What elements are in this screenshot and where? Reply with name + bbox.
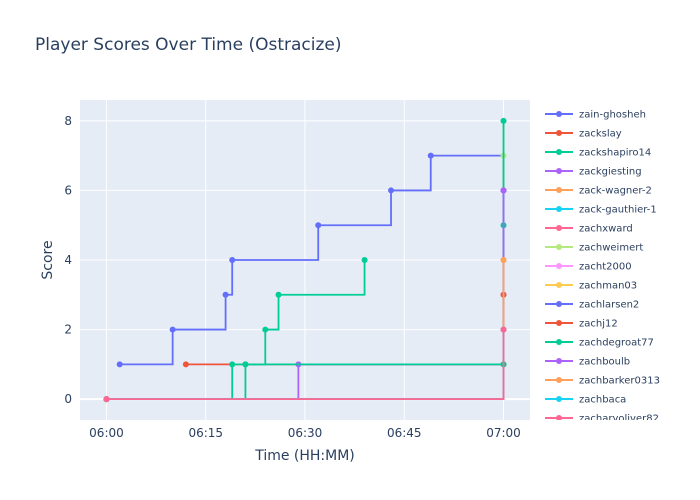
y-axis-title: Score [40,240,56,279]
legend-item[interactable]: zachman03 [545,281,637,292]
x-tick-label: 06:00 [89,426,124,440]
data-point [242,361,249,368]
series-zacharyoliver82 [103,326,507,403]
legend-item[interactable]: zackslay [545,129,622,140]
data-point [103,396,110,403]
series-layer [103,117,507,403]
legend-label: zachman03 [579,281,637,292]
legend-swatch-marker [556,225,562,231]
y-tick-label: 0 [64,392,72,406]
legend-item[interactable]: zachxward [545,224,633,235]
legend-label: zachbaca [579,395,626,406]
legend-item[interactable]: zackshapiro14 [545,148,651,159]
x-axis-title: Time (HH:MM) [254,448,355,464]
legend-item[interactable]: zachlarsen2 [545,300,639,311]
data-point [500,326,507,333]
legend-swatch-marker [556,320,562,326]
data-point [169,326,176,333]
legend-item[interactable]: zack-wagner-2 [545,186,652,197]
legend-swatch-marker [556,358,562,364]
data-point [229,257,236,263]
legend-swatch-marker [556,282,562,288]
legend-label: zacharyoliver82 [579,414,659,425]
legend-swatch-marker [556,301,562,307]
legend-item[interactable]: zachboulb [545,357,630,368]
data-point [500,117,507,124]
legend-item[interactable]: zacht2000 [545,262,632,273]
legend-label: zachboulb [579,357,630,368]
legend-swatch-marker [556,130,562,136]
data-point [116,361,123,368]
data-point [222,291,229,298]
legend-swatch-marker [556,206,562,212]
legend-item[interactable]: zachbarker0313 [545,376,660,387]
chart-title: Player Scores Over Time (Ostracize) [35,35,342,55]
data-point [500,257,507,263]
data-point [388,187,395,194]
legend-item[interactable]: zacharyoliver82 [545,414,659,425]
y-tick-label: 4 [64,253,72,267]
legend-swatch-marker [556,168,562,174]
legend-label: zachj12 [579,319,618,330]
legend-item[interactable]: zackgiesting [545,167,642,178]
legend-item[interactable]: zachdegroat77 [545,338,654,349]
legend-label: zack-gauthier-1 [579,205,657,216]
legend-item[interactable]: zachweimert [545,243,643,254]
legend-swatch-marker [556,263,562,269]
legend-swatch-marker [556,415,562,420]
legend-swatch-marker [556,396,562,402]
legend-label: zacht2000 [579,262,632,273]
x-tick-label: 07:00 [486,426,521,440]
data-point [275,291,282,298]
legend-label: zachbarker0313 [579,376,660,387]
data-point [315,222,322,229]
legend-swatch-marker [556,187,562,193]
data-point [427,152,434,159]
y-tick-label: 8 [64,114,72,128]
legend-label: zain-ghosheh [579,110,646,121]
legend-label: zackgiesting [579,167,642,178]
legend[interactable]: zain-ghosheh zackslay zackshapiro14 zackgie… [545,110,660,425]
legend-label: zachxward [579,224,633,235]
series-line [119,154,505,366]
y-tick-label: 6 [64,183,72,197]
legend-swatch-marker [556,244,562,250]
x-tick-label: 06:15 [188,426,223,440]
legend-item[interactable]: zack-gauthier-1 [545,205,657,216]
data-point [229,361,236,368]
x-axis-ticks: 06:00 06:15 06:30 06:45 07:00 [89,426,521,440]
legend-label: zachweimert [579,243,643,254]
series-line [106,329,505,401]
data-point [361,257,368,263]
legend-label: zackshapiro14 [579,148,651,159]
data-point [262,326,269,333]
x-tick-label: 06:45 [387,426,422,440]
x-tick-label: 06:30 [288,426,323,440]
legend-swatch-marker [556,377,562,383]
legend-label: zachlarsen2 [579,300,639,311]
legend-label: zackslay [579,129,622,140]
y-axis-ticks: 0 2 4 6 8 [64,114,72,406]
legend-swatch-marker [556,149,562,155]
legend-item[interactable]: zain-ghosheh [545,110,646,121]
legend-item[interactable]: zachj12 [545,319,618,330]
y-tick-label: 2 [64,323,72,337]
legend-swatch-marker [556,339,562,345]
legend-label: zack-wagner-2 [579,186,652,197]
data-point [500,187,507,194]
legend-swatch-marker [556,111,562,117]
data-point [182,361,189,368]
legend-label: zachdegroat77 [579,338,654,349]
legend-item[interactable]: zachbaca [545,395,626,406]
